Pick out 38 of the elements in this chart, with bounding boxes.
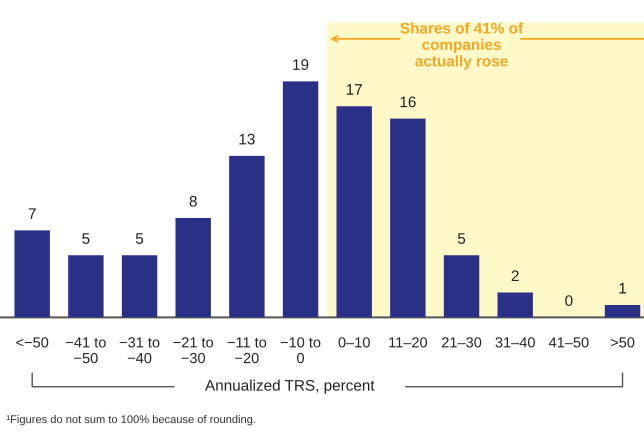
band-label: Shares of 41% of companies actually rose [400,22,524,70]
data-label: 5 [82,233,90,244]
bar [336,106,372,318]
data-label: 8 [190,196,197,207]
bar [175,218,211,318]
x-tick-label: <−50 [16,337,48,348]
x-tick-label: 31–40 [495,337,535,348]
x-tick-label: −31 to −40 [120,337,160,364]
x-tick-label: 41–50 [548,337,589,348]
bar [604,304,640,318]
data-label: 5 [458,233,466,244]
text: ¹Figures do not sum to 100% because of rounding. [6,415,255,426]
data-label: 16 [400,96,416,108]
x-tick-label: 21–30 [442,337,482,348]
x-tick-label: 0–10 [338,337,370,348]
x-tick-label: −21 to −30 [173,337,214,364]
x-tick-label: −10 to 0 [280,337,320,364]
bar [68,255,104,318]
x-tick-label: >50 [610,337,634,348]
bar [229,156,265,318]
x-axis-title: Annualized TRS, percent [205,380,374,394]
data-label: 17 [346,84,362,95]
data-label: 5 [136,233,144,244]
data-label: 19 [293,59,308,70]
bar [390,118,426,318]
data-label: 1 [619,282,626,294]
bar [122,255,158,318]
bar [444,255,480,318]
bar [14,230,50,318]
bar [497,292,533,318]
data-label: 2 [512,270,519,282]
data-label: 0 [565,295,573,306]
data-label: 13 [240,134,255,145]
x-tick-label: −11 to −20 [228,337,266,364]
data-label: 7 [28,208,36,219]
x-tick-label: −41 to −50 [66,337,106,364]
x-tick-label: 11–20 [389,337,428,348]
bar [282,81,318,318]
